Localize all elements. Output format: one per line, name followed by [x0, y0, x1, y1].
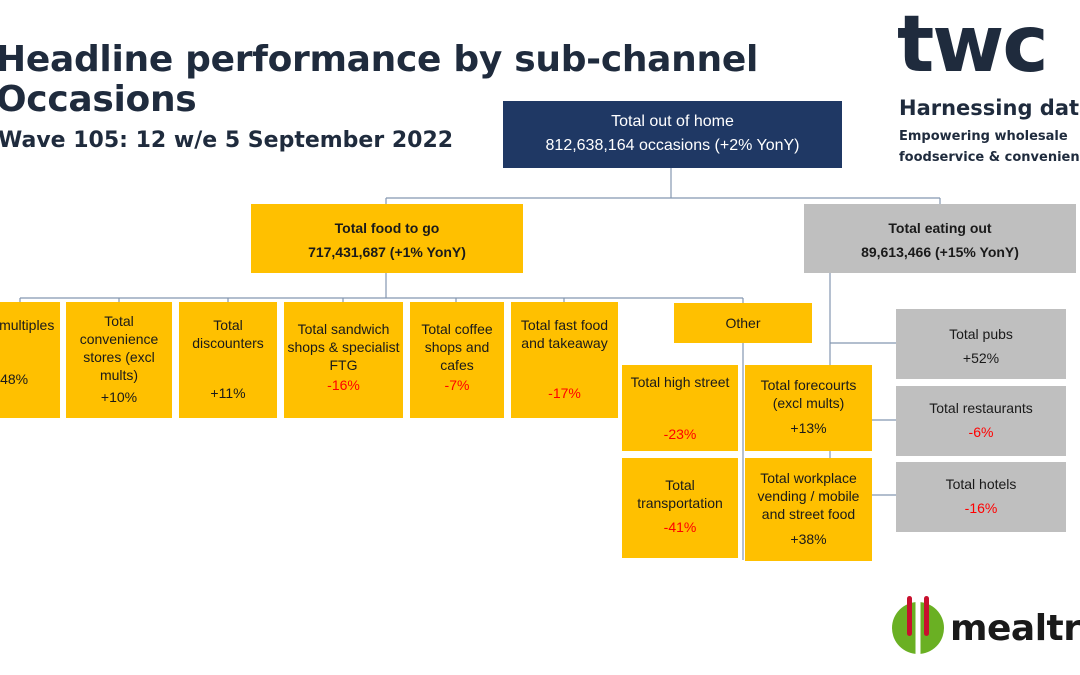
node-label: Total convenience stores (excl mults): [79, 313, 159, 383]
page-title-line1: Headline performance by sub-channel: [0, 39, 758, 80]
node-label: Total hotels: [945, 476, 1017, 492]
node-label: Total sandwich shops & specialist FTG: [287, 321, 400, 373]
node-value: 717,431,687 (+1% YonY): [308, 244, 466, 260]
node-value: -17%: [548, 385, 581, 401]
node-value: +11%: [210, 385, 246, 401]
node-value: -6%: [968, 424, 994, 440]
node-total-out-of-home: Total out of home 812,638,164 occasions …: [503, 101, 842, 168]
node-eo-restaurants: Total restaurants -6%: [896, 386, 1066, 456]
node-ftg-discounters: Total discounters +11%: [179, 302, 277, 418]
mealtrak-logo-text: mealtrak: [950, 608, 1080, 649]
node-value: -16%: [964, 500, 998, 516]
twc-description-line2: foodservice & convenience: [899, 150, 1080, 165]
node-label: Total high street: [630, 374, 730, 390]
node-other: Other: [674, 303, 812, 343]
node-other-high-street: Total high street -23%: [622, 365, 738, 451]
node-ftg-multiples: Total multiples +48%: [0, 302, 60, 418]
page-subtitle: Wave 105: 12 w/e 5 September 2022: [0, 128, 454, 153]
node-total-eating-out: Total eating out 89,613,466 (+15% YonY): [804, 204, 1076, 273]
node-value: 89,613,466 (+15% YonY): [861, 244, 1019, 260]
twc-description: Empowering wholesale foodservice & conve…: [899, 126, 1080, 168]
node-value: +13%: [790, 420, 827, 436]
twc-logo: twc: [897, 0, 1049, 90]
node-ftg-convenience: Total convenience stores (excl mults) +1…: [66, 302, 172, 418]
node-value: +38%: [790, 531, 827, 547]
node-label: Total transportation: [637, 477, 723, 511]
node-total-food-to-go: Total food to go 717,431,687 (+1% YonY): [251, 204, 523, 273]
twc-description-line1: Empowering wholesale: [899, 129, 1068, 144]
node-label: Total out of home: [611, 113, 734, 130]
node-value: -16%: [327, 377, 360, 393]
node-label: Other: [725, 315, 761, 331]
node-ftg-sandwich: Total sandwich shops & specialist FTG -1…: [284, 302, 403, 418]
node-label: Total forecourts (excl mults): [760, 377, 857, 411]
node-label: Total coffee shops and cafes: [421, 321, 493, 373]
page-title-line2: Occasions: [0, 79, 197, 120]
node-label: Total discounters: [192, 317, 264, 351]
node-label: Total restaurants: [929, 400, 1033, 416]
node-value: -7%: [444, 377, 470, 393]
node-label: Total fast food and takeaway: [520, 317, 609, 351]
node-label: Total multiples: [0, 317, 55, 333]
node-label: Total food to go: [334, 220, 440, 236]
node-other-transportation: Total transportation -41%: [622, 458, 738, 558]
node-label: Total workplace vending / mobile and str…: [757, 470, 860, 522]
node-value: -41%: [663, 519, 697, 535]
mealtrak-fork-icon: [892, 596, 944, 658]
node-value: +10%: [100, 389, 138, 405]
node-label: Total pubs: [949, 326, 1013, 342]
node-label: Total eating out: [888, 220, 992, 236]
node-value: 812,638,164 occasions (+2% YonY): [545, 137, 800, 154]
node-value: -23%: [663, 426, 697, 442]
node-other-workplace: Total workplace vending / mobile and str…: [745, 458, 872, 561]
node-value: +52%: [962, 350, 1000, 366]
node-value: +48%: [0, 371, 29, 387]
node-ftg-coffee: Total coffee shops and cafes -7%: [410, 302, 504, 418]
node-other-forecourts: Total forecourts (excl mults) +13%: [745, 365, 872, 451]
page-title: Headline performance by sub-channel Occa…: [0, 40, 758, 120]
twc-tagline: Harnessing data: [899, 96, 1080, 120]
node-eo-hotels: Total hotels -16%: [896, 462, 1066, 532]
node-eo-pubs: Total pubs +52%: [896, 309, 1066, 379]
node-ftg-fast-food: Total fast food and takeaway -17%: [511, 302, 618, 418]
